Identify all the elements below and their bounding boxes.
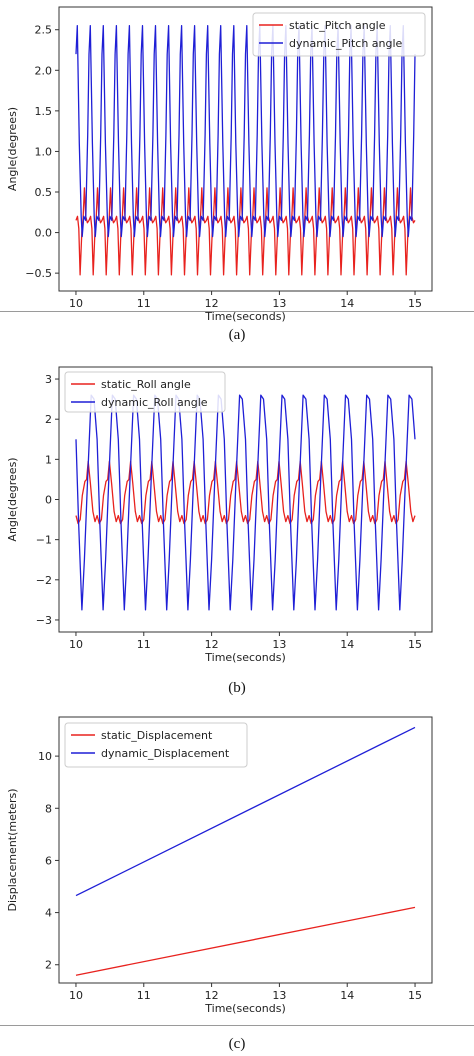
y-tick-label: 0	[45, 494, 52, 507]
y-tick-label: −3	[36, 614, 52, 627]
x-tick-label: 11	[137, 989, 151, 1002]
caption-c: (c)	[228, 1036, 246, 1052]
legend-entry: dynamic_Roll angle	[101, 396, 208, 409]
series-line-0	[75, 906, 416, 976]
x-tick-label: 14	[340, 638, 354, 651]
legend-entry: static_Displacement	[101, 729, 213, 742]
y-axis-label: Angle(degrees)	[6, 107, 19, 191]
x-tick-label: 10	[69, 297, 83, 310]
y-tick-label: 3	[45, 373, 52, 386]
legend-box	[252, 12, 426, 57]
legend-entry: static_Pitch angle	[289, 19, 386, 32]
series-line-1	[75, 25, 416, 238]
y-tick-label: 8	[45, 802, 52, 815]
series-line-1	[75, 726, 416, 897]
x-tick-label: 13	[272, 638, 286, 651]
series-line-1	[75, 394, 416, 611]
y-tick-label: 2.0	[35, 64, 53, 77]
separator-line	[0, 311, 474, 312]
plot-frame	[58, 6, 433, 292]
y-tick-label: 4	[45, 907, 52, 920]
x-tick-label: 15	[408, 989, 422, 1002]
x-axis-label: Time(seconds)	[204, 310, 285, 323]
y-tick-label: −1	[36, 534, 52, 547]
x-axis-label: Time(seconds)	[204, 1002, 285, 1015]
plot-frame	[58, 716, 433, 984]
y-tick-label: 2	[45, 413, 52, 426]
y-tick-label: 1	[45, 453, 52, 466]
legend-box	[64, 722, 248, 768]
x-tick-label: 12	[205, 297, 219, 310]
series-line-0	[75, 460, 416, 525]
x-tick-label: 15	[408, 297, 422, 310]
y-tick-label: 1.5	[35, 105, 53, 118]
separator-line	[0, 1025, 474, 1026]
y-tick-label: 1.0	[35, 145, 53, 158]
legend-entry: dynamic_Pitch angle	[289, 37, 403, 50]
y-axis-label: Angle(degrees)	[6, 457, 19, 541]
y-tick-label: 0.0	[35, 227, 53, 240]
y-axis-label: Displacement(meters)	[6, 788, 19, 911]
x-tick-label: 11	[137, 638, 151, 651]
y-tick-label: 0.5	[35, 186, 53, 199]
series-line-0	[75, 187, 416, 276]
x-tick-label: 12	[205, 638, 219, 651]
x-tick-label: 12	[205, 989, 219, 1002]
legend-entry: dynamic_Displacement	[101, 747, 230, 760]
y-tick-label: −2	[36, 574, 52, 587]
x-tick-label: 10	[69, 989, 83, 1002]
x-tick-label: 15	[408, 638, 422, 651]
y-tick-label: −0.5	[25, 267, 52, 280]
y-tick-label: 6	[45, 854, 52, 867]
caption-a: (a)	[228, 327, 246, 343]
x-tick-label: 13	[272, 989, 286, 1002]
x-axis-label: Time(seconds)	[204, 651, 285, 664]
x-tick-label: 14	[340, 989, 354, 1002]
y-tick-label: 2.5	[35, 24, 53, 37]
x-tick-label: 11	[137, 297, 151, 310]
caption-b: (b)	[228, 680, 246, 696]
x-tick-label: 13	[272, 297, 286, 310]
legend-entry: static_Roll angle	[101, 378, 191, 391]
y-tick-label: 10	[38, 750, 52, 763]
legend-box	[64, 371, 226, 413]
x-tick-label: 10	[69, 638, 83, 651]
y-tick-label: 2	[45, 959, 52, 972]
x-tick-label: 14	[340, 297, 354, 310]
